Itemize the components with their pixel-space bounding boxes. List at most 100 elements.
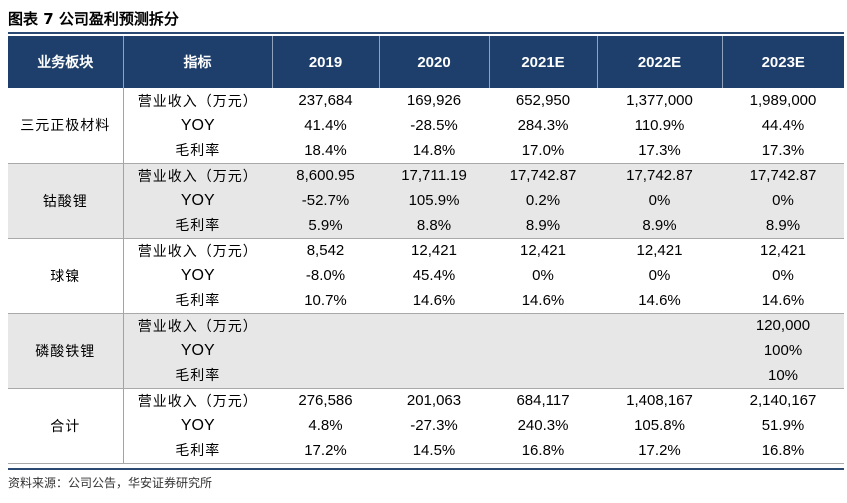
- value-cell: 276,586: [272, 388, 379, 413]
- value-cell: 684,117: [489, 388, 597, 413]
- table-header-row: 业务板块 指标 2019 2020 2021E 2022E 2023E: [8, 36, 844, 88]
- value-cell: 5.9%: [272, 213, 379, 239]
- table-row: YOY 4.8% -27.3% 240.3% 105.8% 51.9%: [8, 413, 844, 438]
- value-cell: [597, 363, 722, 389]
- value-cell: 105.9%: [379, 188, 489, 213]
- value-cell: 8,600.95: [272, 163, 379, 188]
- value-cell: 17.2%: [597, 438, 722, 464]
- header-year-2019: 2019: [272, 36, 380, 88]
- value-cell: 12,421: [489, 238, 597, 263]
- value-cell: [379, 363, 489, 389]
- value-cell: 17,711.19: [379, 163, 489, 188]
- value-cell: 120,000: [722, 313, 844, 338]
- metric-label-cell: 营业收入（万元）: [123, 88, 272, 113]
- value-cell: 14.6%: [722, 288, 844, 314]
- metric-label-cell: 营业收入（万元）: [123, 163, 272, 188]
- table-row: YOY -8.0% 45.4% 0% 0% 0%: [8, 263, 844, 288]
- value-cell: 652,950: [489, 88, 597, 113]
- value-cell: [489, 313, 597, 338]
- value-cell: 0%: [597, 263, 722, 288]
- value-cell: 1,377,000: [597, 88, 722, 113]
- table-row: 三元正极材料 营业收入（万元） 237,684 169,926 652,950 1,377…: [8, 88, 844, 164]
- table-row: 毛利率 10.7% 14.6% 14.6% 14.6% 14.6%: [8, 288, 844, 314]
- value-cell: 17,742.87: [489, 163, 597, 188]
- value-cell: 17.3%: [597, 138, 722, 164]
- value-cell: 237,684: [272, 88, 379, 113]
- value-cell: [272, 338, 379, 363]
- segment-group: 三元正极材料 营业收入（万元） 237,684 169,926 652,950 1,377…: [8, 88, 844, 164]
- segment-group: 合计 营业收入（万元） 276,586 201,063 684,117 1,408,167…: [8, 388, 844, 464]
- value-cell: 12,421: [722, 238, 844, 263]
- header-year-2022e: 2022E: [597, 36, 723, 88]
- profit-forecast-table: 业务板块 指标 2019 2020 2021E 2022E 2023E 三元正极…: [8, 36, 844, 464]
- metric-label-cell: YOY: [123, 188, 272, 213]
- metric-label-cell: 营业收入（万元）: [123, 313, 272, 338]
- value-cell: 100%: [722, 338, 844, 363]
- value-cell: -28.5%: [379, 113, 489, 138]
- metric-label-cell: 营业收入（万元）: [123, 388, 272, 413]
- value-cell: 2,140,167: [722, 388, 844, 413]
- header-year-2023e: 2023E: [722, 36, 844, 88]
- segment-group: 钴酸锂 营业收入（万元） 8,600.95 17,711.19 17,742.87 17,…: [8, 163, 844, 239]
- value-cell: 17.3%: [722, 138, 844, 164]
- metric-label-cell: 毛利率: [123, 213, 272, 239]
- table-row: YOY -52.7% 105.9% 0.2% 0% 0%: [8, 188, 844, 213]
- value-cell: 0%: [722, 188, 844, 213]
- value-cell: 12,421: [597, 238, 722, 263]
- value-cell: 44.4%: [722, 113, 844, 138]
- title-divider: [8, 32, 844, 34]
- table-row: 毛利率 18.4% 14.8% 17.0% 17.3% 17.3%: [8, 138, 844, 164]
- value-cell: [379, 338, 489, 363]
- value-cell: 284.3%: [489, 113, 597, 138]
- value-cell: -8.0%: [272, 263, 379, 288]
- value-cell: 45.4%: [379, 263, 489, 288]
- value-cell: 240.3%: [489, 413, 597, 438]
- value-cell: 14.6%: [597, 288, 722, 314]
- value-cell: 17.0%: [489, 138, 597, 164]
- value-cell: 8.8%: [379, 213, 489, 239]
- value-cell: 10.7%: [272, 288, 379, 314]
- segment-group: 球镍 营业收入（万元） 8,542 12,421 12,421 12,421 12,421 Y…: [8, 238, 844, 314]
- value-cell: 17.2%: [272, 438, 379, 464]
- value-cell: 17,742.87: [597, 163, 722, 188]
- metric-label-cell: 毛利率: [123, 363, 272, 389]
- metric-label-cell: YOY: [123, 338, 272, 363]
- table-row: YOY 41.4% -28.5% 284.3% 110.9% 44.4%: [8, 113, 844, 138]
- value-cell: -27.3%: [379, 413, 489, 438]
- value-cell: 1,408,167: [597, 388, 722, 413]
- value-cell: 51.9%: [722, 413, 844, 438]
- metric-label-cell: YOY: [123, 263, 272, 288]
- table-row: 合计 营业收入（万元） 276,586 201,063 684,117 1,408,167…: [8, 388, 844, 464]
- segment-name-cell: 合计: [8, 388, 124, 464]
- value-cell: 0.2%: [489, 188, 597, 213]
- metric-label-cell: 毛利率: [123, 438, 272, 464]
- value-cell: [597, 313, 722, 338]
- value-cell: 10%: [722, 363, 844, 389]
- header-year-2020: 2020: [379, 36, 490, 88]
- header-metric: 指标: [123, 36, 273, 88]
- segment-name-cell: 磷酸铁锂: [8, 313, 124, 389]
- value-cell: [379, 313, 489, 338]
- table-row: 毛利率 5.9% 8.8% 8.9% 8.9% 8.9%: [8, 213, 844, 239]
- value-cell: 169,926: [379, 88, 489, 113]
- metric-label-cell: 毛利率: [123, 288, 272, 314]
- value-cell: [272, 363, 379, 389]
- value-cell: [489, 338, 597, 363]
- value-cell: 105.8%: [597, 413, 722, 438]
- segment-group: 磷酸铁锂 营业收入（万元） 120,000 YOY 100% 毛利率 10%: [8, 313, 844, 389]
- value-cell: [272, 313, 379, 338]
- metric-label-cell: YOY: [123, 413, 272, 438]
- value-cell: 201,063: [379, 388, 489, 413]
- table-row: 毛利率 10%: [8, 363, 844, 389]
- table-bottom-divider: [8, 468, 844, 470]
- value-cell: 0%: [597, 188, 722, 213]
- segment-name-cell: 三元正极材料: [8, 88, 124, 164]
- value-cell: 0%: [722, 263, 844, 288]
- segment-name-cell: 钴酸锂: [8, 163, 124, 239]
- value-cell: 14.5%: [379, 438, 489, 464]
- value-cell: [597, 338, 722, 363]
- value-cell: 8.9%: [489, 213, 597, 239]
- value-cell: 12,421: [379, 238, 489, 263]
- metric-label-cell: YOY: [123, 113, 272, 138]
- value-cell: 18.4%: [272, 138, 379, 164]
